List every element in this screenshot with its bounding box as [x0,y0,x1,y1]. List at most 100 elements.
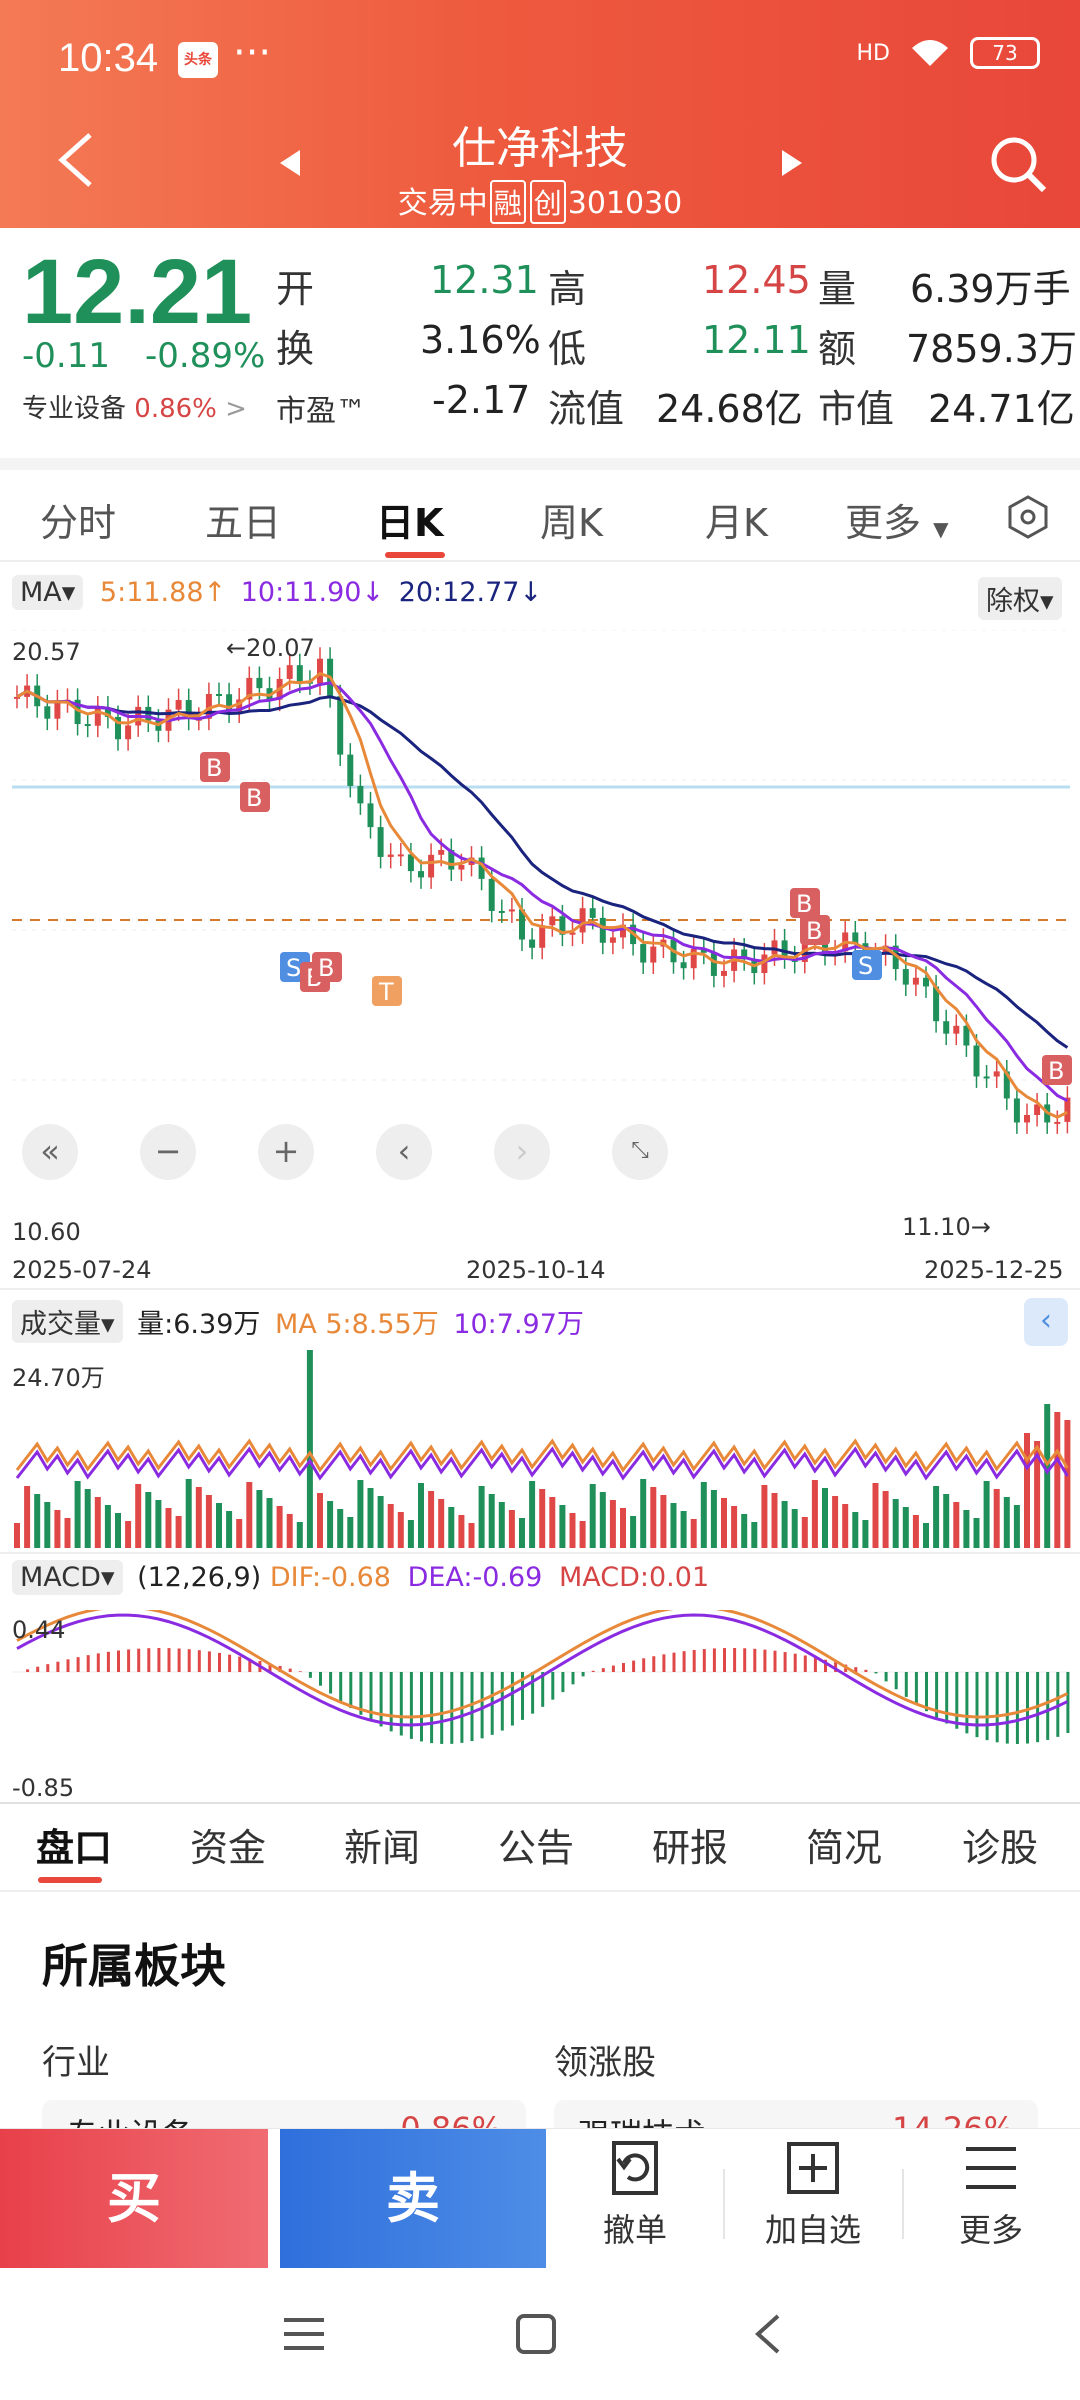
volume-bar [963,1510,970,1548]
volume-bar [923,1523,929,1548]
amount-value: 7859.3万 [906,327,1077,371]
tab-diagnosis[interactable]: 诊股 [962,1826,1039,1870]
candle-body [205,694,212,719]
float-mv-label: 流值 [548,387,625,431]
tab-intraday[interactable]: 分时 [40,501,117,545]
mv-value: 24.71亿 [928,387,1075,431]
macd-bar [96,1653,100,1672]
sell-button[interactable]: 卖 [280,2129,546,2269]
adjust-selector[interactable]: 除权▾ [978,577,1062,620]
macd-bar [187,1649,191,1672]
more-actions-button[interactable]: 更多 [916,2139,1066,2251]
volume-bar [256,1490,263,1548]
candle-body [852,932,859,944]
candle-body [721,970,727,976]
tab-profile[interactable]: 简况 [806,1826,883,1870]
tab-daily-k[interactable]: 日K [376,501,444,545]
pe-value: -2.17 [432,378,531,422]
macd-legend: MACD▾ (12,26,9) DIF:-0.68 DEA:-0.69 MACD… [12,1560,709,1595]
volume-selector[interactable]: 成交量▾ [12,1300,123,1343]
settings-hex-icon[interactable] [1005,494,1051,540]
volume-bar [822,1488,828,1548]
current-price: 12.21 [22,241,253,343]
volume-bar [620,1508,626,1548]
candle-body [175,700,182,710]
macd-bar [430,1672,434,1744]
add-watchlist-button[interactable]: 加自选 [738,2139,888,2251]
tab-news[interactable]: 新闻 [344,1826,421,1870]
candle-body [397,854,404,857]
back-nav-icon[interactable] [752,2312,782,2356]
candle-body [94,707,101,726]
volume-bar [195,1487,202,1548]
prev-stock-icon[interactable] [278,148,302,178]
buy-button[interactable]: 买 [0,2129,268,2269]
tab-more[interactable]: 更多 ▼ [845,492,949,547]
tab-funds[interactable]: 资金 [190,1826,267,1870]
back-icon[interactable] [50,130,100,190]
scroll-left-button[interactable]: ‹ [376,1124,432,1180]
tab-weekly-k[interactable]: 周K [540,501,603,545]
status-time: 10:34 [58,36,159,80]
tab-announcements[interactable]: 公告 [498,1826,575,1870]
tab-monthly-k[interactable]: 月K [705,501,768,545]
candle-body [963,1025,970,1046]
volume-bar [367,1488,374,1548]
volume-bar [94,1497,101,1548]
divider [0,1552,1080,1554]
candle-body [943,1021,950,1034]
candle-body [519,909,525,940]
fullscreen-button[interactable]: ⤡ [612,1124,668,1180]
macd-bar [803,1655,807,1672]
macd-bar [642,1658,646,1672]
candle-body [508,909,515,912]
volume-bar [155,1500,162,1548]
candle-body [216,694,222,697]
volume-bar [529,1481,536,1548]
zoom-out-button[interactable]: − [140,1124,196,1180]
volume-bar [539,1489,546,1548]
macd-bar [46,1664,50,1672]
next-stock-icon[interactable] [780,148,804,178]
candlestick-chart[interactable]: B B S B B T B B S B [0,630,1080,1230]
undo-doc-icon [612,2141,658,2195]
macd-bar [1056,1672,1060,1737]
recent-apps-icon[interactable] [282,2314,326,2354]
sector-name: 专业设备 [22,394,127,424]
volume-bar [24,1486,31,1548]
candle-body [256,677,263,689]
fast-back-button[interactable]: « [22,1124,78,1180]
volume-bar [34,1494,41,1548]
collapse-panel-button[interactable]: ‹ [1024,1298,1068,1346]
home-icon[interactable] [514,2312,558,2356]
volume-bar [1013,1505,1020,1548]
cancel-order-label: 撤单 [602,2211,667,2249]
macd-selector[interactable]: MACD▾ [12,1560,123,1595]
macd-bar [329,1672,333,1694]
volume-bar [741,1514,748,1548]
candle-body [347,754,354,786]
volume-bar [104,1505,111,1548]
period-tabs: 分时 五日 日K 周K 月K 更多 ▼ [0,470,1080,560]
macd-bar [238,1656,242,1672]
tab-5day[interactable]: 五日 [205,501,282,545]
candle-body [569,932,576,935]
scroll-right-button[interactable]: › [494,1124,550,1180]
zoom-in-button[interactable]: + [258,1124,314,1180]
candle-body [741,949,748,960]
macd-bar [793,1653,797,1672]
ma-selector[interactable]: MA▾ [12,575,84,610]
tab-handicap[interactable]: 盘口 [36,1826,113,1870]
macd-bar [622,1663,625,1672]
macd-bar [470,1672,474,1742]
tab-research[interactable]: 研报 [652,1826,729,1870]
candle-body [407,854,414,872]
candle-body [529,939,536,948]
volume-bar [428,1491,435,1548]
macd-bar [925,1672,928,1712]
search-icon[interactable] [986,132,1050,196]
sector-link[interactable]: 专业设备 0.86% > [22,388,247,425]
candle-body [367,803,374,828]
cancel-order-button[interactable]: 撤单 [560,2139,710,2251]
macd-selector-label: MACD [20,1562,101,1593]
